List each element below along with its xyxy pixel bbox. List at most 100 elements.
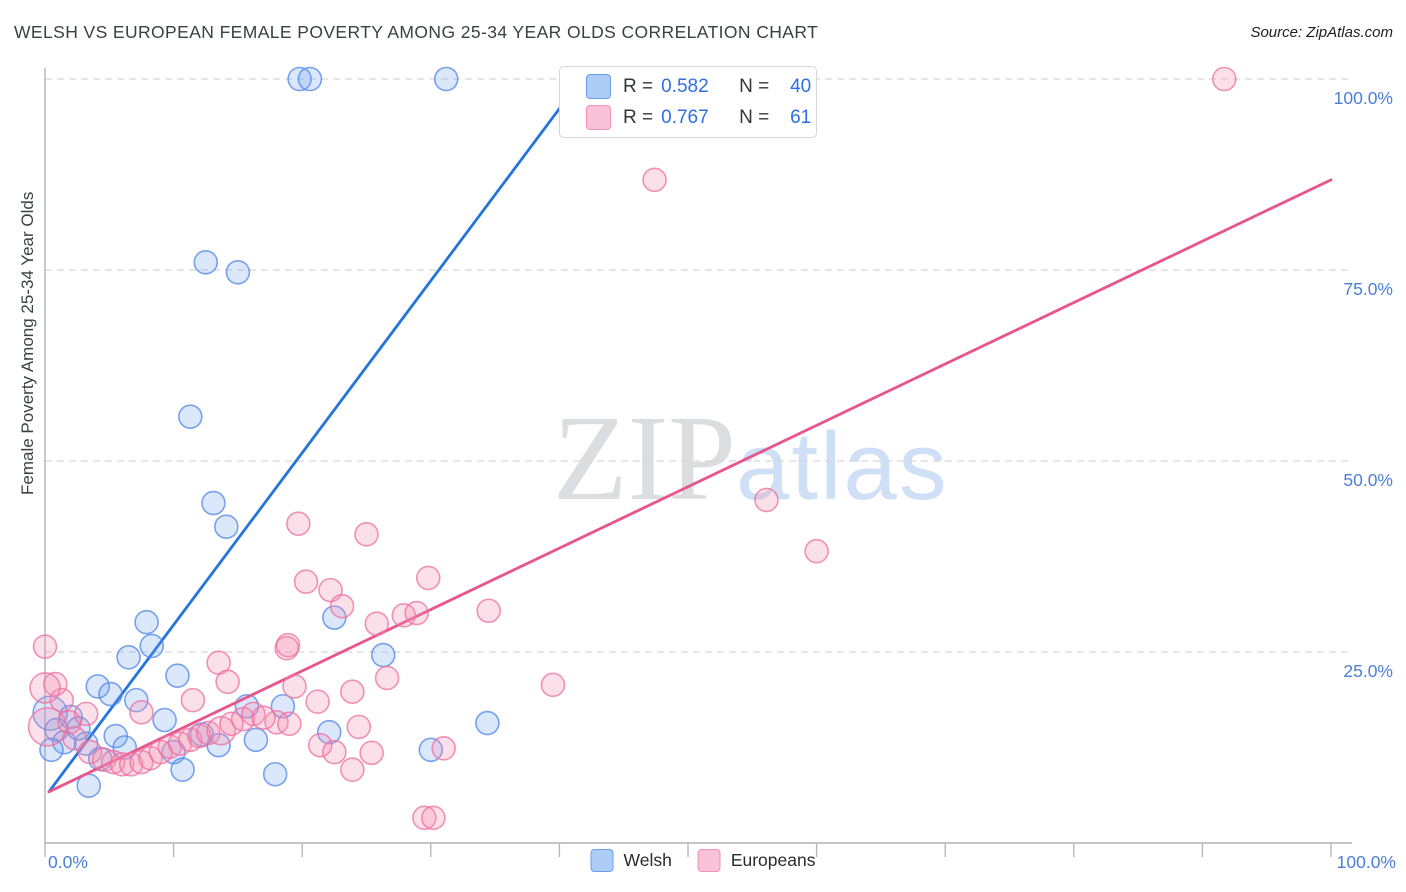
scatter-point-europeans <box>364 611 390 637</box>
legend-item-welsh: Welsh <box>590 849 672 872</box>
scatter-point-europeans <box>354 522 379 547</box>
welsh-r-label: R = <box>623 75 654 97</box>
scatter-point-welsh <box>139 633 165 659</box>
scatter-point-welsh <box>165 663 190 688</box>
scatter-point-welsh <box>178 404 203 429</box>
welsh-n-value: 40 <box>790 75 812 97</box>
scatter-point-europeans <box>329 593 355 619</box>
scatter-point-welsh <box>116 645 141 670</box>
europeans-r-value: 0.767 <box>661 106 709 128</box>
europeans-series-swatch <box>697 849 721 872</box>
legend-item-europeans: Europeans <box>697 849 816 872</box>
scatter-point-europeans <box>77 739 103 765</box>
stats-row-welsh: R = 0.582 N = 40 <box>560 74 816 99</box>
scatter-point-welsh <box>98 681 123 707</box>
y-tick-label-100: 100.0% <box>1333 88 1393 108</box>
scatter-point-welsh <box>225 259 251 285</box>
scatter-point-europeans <box>421 805 446 831</box>
scatter-point-europeans <box>187 723 212 749</box>
welsh-r-value: 0.582 <box>661 75 709 97</box>
series-legend: Welsh Europeans <box>590 849 816 872</box>
europeans-n-value: 61 <box>790 106 812 128</box>
watermark-zip-text: ZIP <box>553 391 736 526</box>
scatter-point-europeans <box>1211 66 1237 92</box>
scatter-point-europeans <box>359 740 384 766</box>
scatter-point-welsh <box>370 642 396 668</box>
scatter-point-europeans <box>91 747 117 773</box>
europeans-r-label: R = <box>623 106 654 128</box>
scatter-point-europeans <box>374 665 400 691</box>
scatter-point-europeans <box>476 598 501 624</box>
scatter-point-welsh <box>297 66 323 92</box>
welsh-series-label: Welsh <box>623 850 672 870</box>
scatter-point-europeans <box>73 701 99 727</box>
europeans-legend-swatch <box>586 105 611 130</box>
watermark-atlas-text: atlas <box>736 413 949 520</box>
europeans-n-label: N = <box>739 106 770 128</box>
scatter-point-europeans <box>412 805 437 831</box>
scatter-point-welsh <box>124 687 149 713</box>
scatter-point-welsh <box>243 727 269 753</box>
scatter-point-welsh <box>433 66 459 92</box>
stats-row-europeans: R = 0.767 N = 61 <box>560 105 816 130</box>
scatter-point-welsh <box>134 609 159 635</box>
scatter-point-welsh <box>418 737 444 763</box>
scatter-point-europeans <box>27 707 68 747</box>
scatter-point-europeans <box>196 720 221 746</box>
y-tick-label-50: 50.0% <box>1343 470 1393 490</box>
scatter-point-welsh <box>170 757 195 782</box>
scatter-point-welsh <box>262 761 288 787</box>
scatter-point-europeans <box>129 700 154 725</box>
welsh-n-label: N = <box>739 75 770 97</box>
scatter-point-europeans <box>277 711 302 737</box>
europeans-series-label: Europeans <box>730 850 816 870</box>
scatter-point-europeans <box>32 634 58 659</box>
correlation-stats-legend: R = 0.582 N = 40 R = 0.767 N = 61 <box>559 66 817 138</box>
scatter-point-europeans <box>642 167 667 193</box>
welsh-legend-swatch <box>586 74 611 99</box>
scatter-point-europeans <box>754 487 779 513</box>
y-tick-label-25: 25.0% <box>1343 661 1393 681</box>
scatter-point-europeans <box>540 672 566 698</box>
source-attribution: Source: ZipAtlas.com <box>1250 24 1393 41</box>
scatter-point-europeans <box>251 705 276 731</box>
scatter-point-europeans <box>305 689 330 714</box>
scatter-point-europeans <box>275 632 301 658</box>
scatter-point-welsh <box>316 719 342 745</box>
scatter-point-europeans <box>346 714 372 740</box>
welsh-series-swatch <box>590 849 614 872</box>
scatter-point-europeans <box>29 672 61 704</box>
scatter-point-welsh <box>475 710 500 736</box>
scatter-point-europeans <box>215 669 240 695</box>
scatter-point-europeans <box>340 757 365 782</box>
scatter-point-welsh <box>201 490 226 516</box>
x-tick-label-0: 0.0% <box>48 852 88 872</box>
x-tick-label-100: 100.0% <box>1336 852 1396 872</box>
scatter-point-europeans <box>180 687 206 713</box>
trend-line-welsh <box>47 81 581 794</box>
scatter-point-europeans <box>264 709 289 735</box>
zipatlas-watermark: ZIP atlas <box>553 398 949 520</box>
scatter-point-europeans <box>804 538 829 564</box>
scatter-point-europeans <box>293 569 319 595</box>
scatter-point-europeans <box>100 749 126 775</box>
scatter-point-europeans <box>49 687 75 713</box>
scatter-point-europeans <box>340 679 365 705</box>
scatter-point-europeans <box>282 674 307 699</box>
scatter-point-europeans <box>206 715 236 746</box>
chart-title: WELSH VS EUROPEAN FEMALE POVERTY AMONG 2… <box>14 22 819 42</box>
scatter-point-europeans <box>42 671 68 697</box>
scatter-point-welsh <box>214 514 239 540</box>
scatter-point-europeans <box>404 600 429 626</box>
y-tick-label-75: 75.0% <box>1343 279 1393 299</box>
scatter-point-welsh <box>193 250 219 275</box>
scatter-point-welsh <box>85 674 111 699</box>
scatter-point-europeans <box>109 752 135 777</box>
scatter-point-europeans <box>307 732 333 758</box>
scatter-point-welsh <box>287 66 312 92</box>
scatter-point-welsh <box>152 707 177 733</box>
scatter-point-europeans <box>431 735 456 761</box>
scatter-point-europeans <box>118 752 144 777</box>
